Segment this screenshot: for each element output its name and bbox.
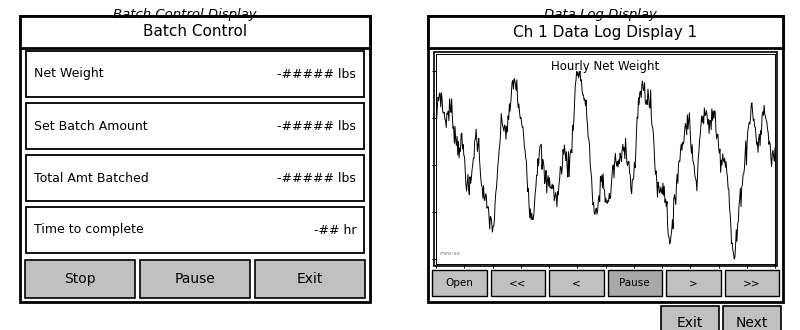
- Text: Data Log Display: Data Log Display: [543, 8, 657, 21]
- Text: Pause: Pause: [174, 272, 215, 286]
- Bar: [725, 270, 779, 296]
- Bar: [432, 270, 486, 296]
- Text: mm:ss: mm:ss: [439, 250, 460, 256]
- Bar: [434, 52, 777, 266]
- Text: Time to complete: Time to complete: [34, 223, 144, 237]
- Bar: [26, 103, 364, 149]
- Bar: [428, 16, 783, 48]
- Text: Stop: Stop: [64, 272, 96, 286]
- Text: Batch Control: Batch Control: [143, 24, 247, 40]
- Bar: [723, 306, 781, 330]
- Text: -##### lbs: -##### lbs: [277, 119, 356, 133]
- Text: -## hr: -## hr: [314, 223, 356, 237]
- Text: Open: Open: [446, 278, 473, 288]
- Text: Set Batch Amount: Set Batch Amount: [34, 119, 148, 133]
- Bar: [20, 16, 370, 48]
- Bar: [549, 270, 603, 296]
- Text: Pause: Pause: [619, 278, 650, 288]
- Text: >: >: [689, 278, 698, 288]
- Text: -##### lbs: -##### lbs: [277, 68, 356, 81]
- Text: -##### lbs: -##### lbs: [277, 172, 356, 184]
- Text: Total Amt Batched: Total Amt Batched: [34, 172, 149, 184]
- Text: Next: Next: [736, 316, 768, 330]
- Text: Hourly Net Weight: Hourly Net Weight: [551, 60, 660, 73]
- Bar: [26, 51, 364, 97]
- Text: <<: <<: [509, 278, 526, 288]
- Bar: [490, 270, 545, 296]
- Bar: [661, 306, 719, 330]
- Bar: [140, 260, 250, 298]
- Bar: [255, 260, 365, 298]
- Text: Net Weight: Net Weight: [34, 68, 104, 81]
- Text: Batch Control Display: Batch Control Display: [113, 8, 257, 21]
- Bar: [26, 207, 364, 253]
- Text: Exit: Exit: [677, 316, 703, 330]
- Text: <: <: [572, 278, 581, 288]
- Bar: [666, 270, 721, 296]
- Text: Ch 1 Data Log Display 1: Ch 1 Data Log Display 1: [514, 24, 698, 40]
- Text: >>: >>: [743, 278, 761, 288]
- Bar: [20, 16, 370, 302]
- Text: Exit: Exit: [297, 272, 323, 286]
- Bar: [26, 155, 364, 201]
- Bar: [607, 270, 662, 296]
- Bar: [25, 260, 135, 298]
- Bar: [428, 16, 783, 302]
